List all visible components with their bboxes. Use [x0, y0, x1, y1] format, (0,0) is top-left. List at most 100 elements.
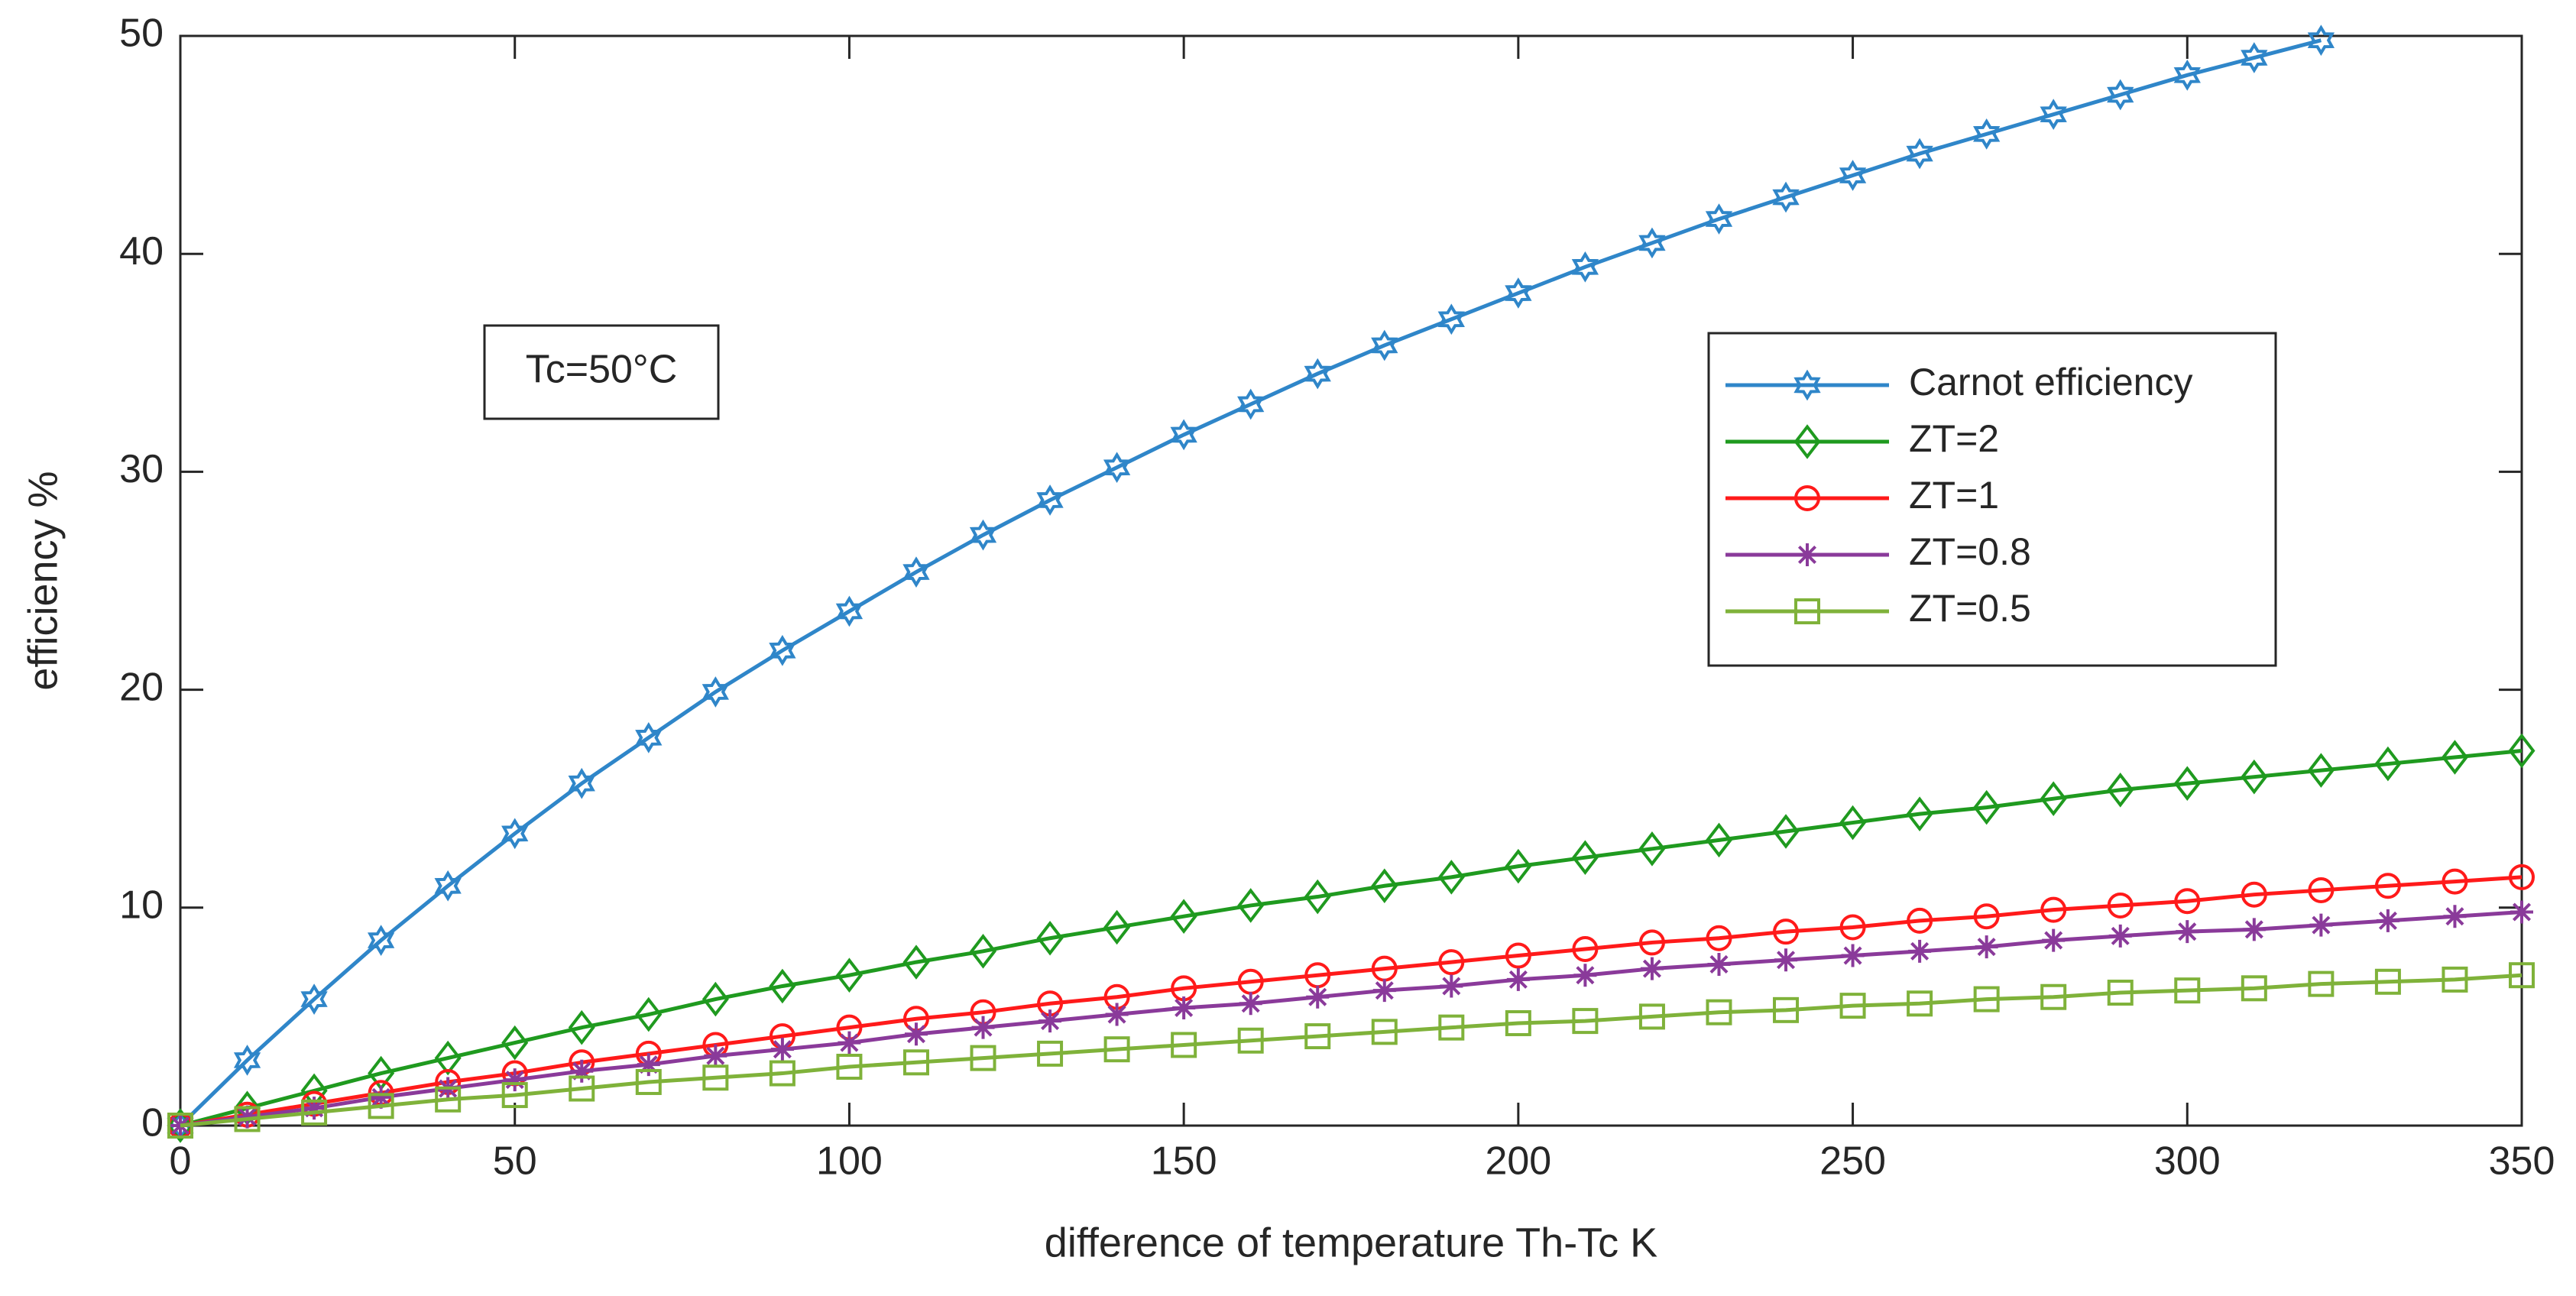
marker	[1440, 974, 1463, 998]
marker	[1237, 388, 1265, 420]
marker	[2107, 773, 2134, 808]
marker	[501, 1082, 528, 1109]
marker	[570, 1059, 594, 1083]
marker	[902, 556, 930, 588]
marker	[2442, 868, 2468, 895]
legend-label: ZT=0.5	[1909, 587, 2031, 630]
legend-label: Carnot efficiency	[1909, 361, 2192, 403]
marker	[1037, 1040, 1064, 1067]
marker	[1908, 939, 1932, 963]
marker	[1793, 424, 1821, 459]
marker	[2173, 59, 2201, 91]
x-tick-label: 300	[2154, 1139, 2221, 1184]
marker	[2510, 900, 2533, 924]
marker	[2374, 746, 2402, 782]
marker	[2443, 905, 2467, 928]
marker	[1572, 1008, 1599, 1035]
marker	[2107, 79, 2134, 111]
series-line	[179, 38, 2322, 1127]
marker	[2241, 975, 2267, 1002]
marker	[1774, 948, 1798, 972]
marker	[2242, 918, 2266, 941]
marker	[1437, 303, 1465, 335]
y-tick-label: 0	[141, 1101, 164, 1145]
marker	[1506, 967, 1530, 991]
marker	[2107, 892, 2134, 919]
marker	[1237, 888, 1265, 923]
marker	[1772, 181, 1800, 213]
marker	[1172, 996, 1196, 1019]
marker	[1973, 903, 2000, 930]
marker	[1638, 929, 1665, 956]
marker	[1573, 964, 1597, 987]
marker	[902, 1049, 929, 1076]
marker	[235, 1105, 259, 1129]
marker	[2042, 928, 2066, 952]
marker	[1794, 485, 1820, 511]
marker	[1371, 868, 1398, 904]
marker	[1371, 329, 1398, 361]
marker	[1572, 935, 1599, 962]
marker	[1505, 277, 1532, 309]
marker	[1839, 993, 1866, 1019]
legend: Carnot efficiency ZT=2 ZT=1 ZT=0.8 ZT=0.5	[1707, 332, 2277, 667]
marker	[1839, 914, 1866, 941]
marker	[1437, 860, 1465, 895]
y-tick-label: 20	[119, 665, 164, 709]
marker	[1171, 1032, 1197, 1058]
marker	[2040, 781, 2067, 816]
marker	[1839, 805, 1867, 841]
marker	[1794, 598, 1820, 624]
marker	[1237, 1027, 1264, 1054]
marker	[702, 676, 729, 708]
marker	[635, 996, 663, 1032]
marker	[167, 1108, 194, 1143]
marker	[2309, 913, 2333, 937]
marker	[1304, 879, 1331, 915]
x-tick-label: 100	[816, 1139, 883, 1184]
marker	[1438, 949, 1465, 976]
x-tick-label: 150	[1151, 1139, 1217, 1184]
marker	[2376, 909, 2399, 932]
marker	[1371, 1019, 1398, 1045]
marker	[702, 1064, 729, 1091]
marker	[838, 1031, 861, 1055]
marker	[234, 1106, 261, 1132]
marker	[637, 1053, 660, 1077]
marker	[1773, 996, 1800, 1023]
marker	[503, 1068, 527, 1092]
marker	[1571, 840, 1599, 875]
marker	[2040, 983, 2067, 1010]
marker	[1036, 484, 1064, 516]
marker	[635, 1068, 662, 1095]
marker	[1907, 907, 1933, 934]
marker	[1973, 789, 2001, 825]
marker	[2508, 733, 2535, 769]
marker	[2108, 924, 2132, 948]
marker	[1103, 909, 1131, 945]
marker	[1170, 899, 1197, 934]
annotation-box	[483, 324, 720, 420]
marker	[434, 870, 462, 902]
marker	[2174, 888, 2201, 915]
marker	[1306, 985, 1330, 1009]
x-tick-label: 50	[493, 1139, 537, 1184]
marker	[2308, 970, 2335, 997]
marker	[904, 1022, 928, 1046]
marker	[1705, 203, 1733, 235]
marker	[1841, 944, 1865, 967]
y-tick-label: 50	[119, 11, 164, 56]
marker	[1505, 1009, 1531, 1036]
marker	[1796, 543, 1819, 566]
marker	[1105, 1003, 1129, 1026]
legend-label: ZT=1	[1909, 474, 1999, 517]
y-axis-label: efficiency %	[20, 471, 66, 690]
marker	[836, 1053, 863, 1080]
marker	[1707, 952, 1731, 976]
marker	[1239, 992, 1262, 1016]
marker	[369, 1085, 393, 1109]
marker	[635, 721, 663, 753]
legend-label: ZT=0.8	[1909, 530, 2031, 573]
legend-label: ZT=2	[1909, 417, 1999, 460]
